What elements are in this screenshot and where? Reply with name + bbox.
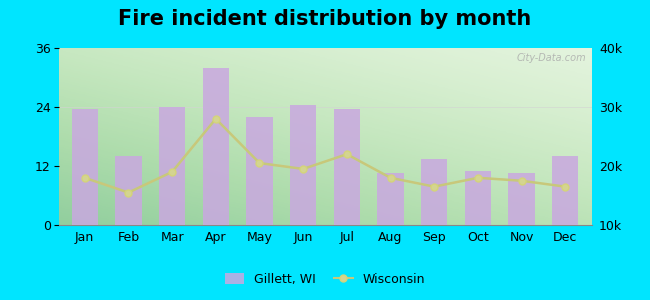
Text: City-Data.com: City-Data.com — [517, 53, 586, 63]
Text: Fire incident distribution by month: Fire incident distribution by month — [118, 9, 532, 29]
Bar — [508, 173, 535, 225]
Bar — [159, 107, 185, 225]
Bar — [72, 110, 98, 225]
Bar — [115, 156, 142, 225]
Bar — [290, 104, 317, 225]
Bar — [552, 156, 578, 225]
Legend: Gillett, WI, Wisconsin: Gillett, WI, Wisconsin — [220, 268, 430, 291]
Bar — [465, 171, 491, 225]
Bar — [378, 173, 404, 225]
Bar — [333, 110, 360, 225]
Bar — [421, 159, 447, 225]
Bar — [246, 117, 272, 225]
Bar — [203, 68, 229, 225]
